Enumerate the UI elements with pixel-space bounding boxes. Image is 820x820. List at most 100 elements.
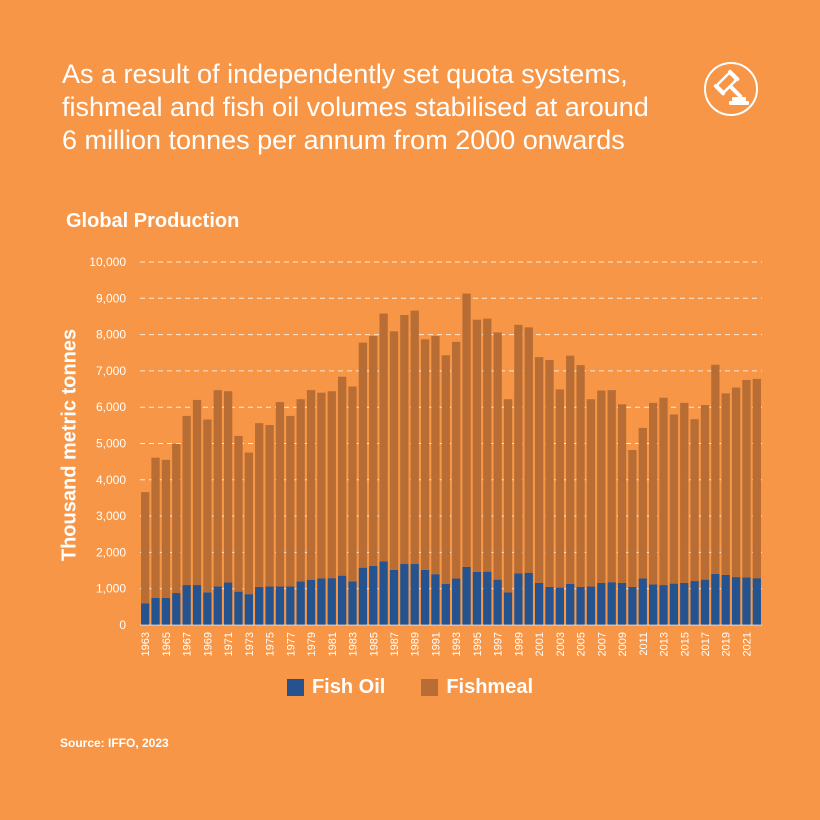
bar-fishmeal-2003 [555, 389, 564, 588]
y-tick-label: 8,000 [96, 328, 126, 342]
bar-fishmeal-2011 [638, 427, 647, 579]
bar-fish-oil-2012 [649, 584, 658, 625]
headline-line-1: As a result of independently set quota s… [62, 59, 628, 89]
bar-fishmeal-1965 [161, 459, 171, 598]
bar-fish-oil-1964 [151, 597, 160, 625]
chart-title: Global Production [66, 210, 240, 232]
bar-fish-oil-1971 [223, 582, 233, 625]
x-tick-label: 2019 [721, 632, 733, 656]
bar-fishmeal-1983 [348, 386, 357, 582]
y-tick-label: 4,000 [96, 473, 126, 487]
bar-fish-oil-1982 [338, 575, 347, 625]
x-tick-label: 1983 [348, 632, 360, 656]
x-tick-label: 2015 [679, 632, 691, 656]
x-tick-label: 1969 [202, 632, 214, 656]
bar-fish-oil-1990 [420, 569, 430, 625]
bar-fish-oil-1977 [286, 586, 295, 625]
bar-fishmeal-2010 [628, 450, 637, 587]
bar-fishmeal-2020 [731, 387, 741, 578]
bar-fish-oil-1991 [431, 574, 440, 625]
x-tick-label: 2001 [534, 632, 546, 656]
bar-fish-oil-1994 [462, 566, 471, 625]
bar-fishmeal-2012 [649, 402, 658, 585]
bar-fishmeal-1999 [514, 324, 523, 574]
x-tick-label: 2011 [638, 632, 650, 656]
bar-fish-oil-2016 [690, 581, 699, 625]
bar-fish-oil-2008 [607, 582, 616, 625]
bar-fishmeal-1981 [327, 391, 336, 579]
bar-fish-oil-1968 [192, 585, 202, 625]
x-tick-label: 2021 [741, 632, 753, 656]
x-tick-label: 1973 [244, 632, 256, 656]
bar-fish-oil-1998 [503, 592, 513, 625]
x-tick-label: 1977 [285, 632, 297, 656]
x-tick-label: 1991 [430, 632, 442, 656]
bar-fishmeal-1977 [286, 415, 295, 587]
bar-fish-oil-2002 [545, 586, 554, 625]
y-tick-label: 2,000 [96, 545, 126, 559]
bar-fishmeal-1990 [420, 339, 430, 570]
bar-fishmeal-1967 [182, 415, 191, 586]
y-tick-label: 3,000 [96, 509, 126, 523]
bar-fishmeal-2017 [700, 405, 710, 580]
fishmeal-swatch [421, 679, 439, 696]
bar-fish-oil-2005 [576, 586, 585, 625]
bar-fishmeal-1989 [410, 310, 419, 565]
x-tick-label: 1997 [493, 632, 505, 656]
y-tick-label: 1,000 [96, 582, 126, 596]
bar-fish-oil-2006 [586, 586, 596, 625]
bar-fishmeal-2001 [534, 357, 544, 583]
bar-fishmeal-1995 [472, 319, 482, 573]
bar-fish-oil-1997 [493, 579, 502, 625]
bar-fish-oil-2001 [534, 582, 544, 625]
bar-fishmeal-1963 [141, 492, 150, 604]
bar-fish-oil-2010 [628, 586, 637, 625]
x-tick-label: 1967 [182, 632, 194, 656]
legend: Fish Oil Fishmeal [0, 676, 820, 699]
bar-fish-oil-2011 [638, 578, 647, 625]
bar-fishmeal-2014 [669, 414, 679, 584]
bar-fish-oil-2000 [524, 572, 533, 625]
bar-fishmeal-1969 [203, 419, 212, 593]
bar-fish-oil-2014 [669, 583, 679, 625]
y-tick-label: 6,000 [96, 400, 126, 414]
headline: As a result of independently set quota s… [62, 58, 702, 157]
bar-fish-oil-2020 [731, 577, 741, 625]
bar-fishmeal-1982 [338, 376, 347, 576]
bar-fishmeal-1996 [483, 318, 492, 572]
bar-fish-oil-1992 [441, 583, 450, 625]
bar-fish-oil-2007 [597, 582, 606, 625]
bar-fish-oil-1966 [172, 593, 181, 625]
fish-oil-swatch [286, 679, 304, 696]
bar-fish-oil-1974 [255, 586, 264, 625]
bar-fish-oil-1978 [296, 581, 305, 625]
bar-fishmeal-1974 [255, 423, 264, 587]
headline-line-2: fishmeal and fish oil volumes stabilised… [62, 92, 649, 122]
bar-fish-oil-2009 [617, 582, 627, 625]
bar-fishmeal-1991 [431, 336, 440, 575]
bar-fishmeal-1988 [400, 314, 409, 565]
x-tick-label: 1993 [451, 632, 463, 656]
y-tick-label: 10,000 [89, 255, 126, 269]
bar-fish-oil-1975 [265, 586, 274, 625]
y-tick-label: 5,000 [96, 437, 126, 451]
bar-fishmeal-2000 [524, 327, 533, 573]
bar-fishmeal-2022 [752, 378, 761, 579]
legend-label-fish-oil: Fish Oil [311, 676, 386, 698]
x-tick-label: 1979 [306, 632, 318, 656]
bar-fish-oil-1979 [306, 579, 316, 625]
legend-item-fish-oil: Fish Oil [286, 676, 386, 699]
x-tick-label: 2005 [576, 632, 588, 656]
x-tick-label: 1985 [368, 632, 380, 656]
y-tick-label: 0 [119, 618, 126, 632]
y-tick-label: 7,000 [96, 364, 126, 378]
x-tick-label: 1995 [472, 632, 484, 656]
bar-fishmeal-1987 [389, 331, 399, 570]
bar-fish-oil-1970 [213, 586, 222, 625]
x-tick-label: 2009 [617, 632, 629, 656]
x-tick-label: 1965 [161, 632, 173, 656]
bar-fishmeal-1998 [503, 399, 513, 593]
bar-fish-oil-2003 [555, 587, 564, 625]
bar-fishmeal-1994 [462, 293, 471, 567]
